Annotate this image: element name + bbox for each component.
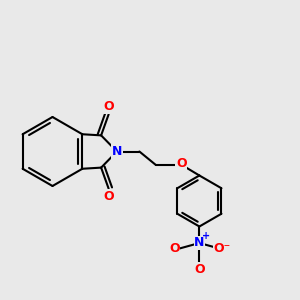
Text: N: N (194, 236, 205, 250)
Text: O: O (194, 262, 205, 276)
Text: O⁻: O⁻ (214, 242, 231, 255)
Text: +: + (202, 231, 210, 242)
Text: O: O (103, 100, 114, 113)
Text: N: N (112, 145, 122, 158)
Text: O: O (176, 157, 187, 170)
Text: O: O (103, 190, 114, 202)
Text: O: O (169, 242, 180, 255)
